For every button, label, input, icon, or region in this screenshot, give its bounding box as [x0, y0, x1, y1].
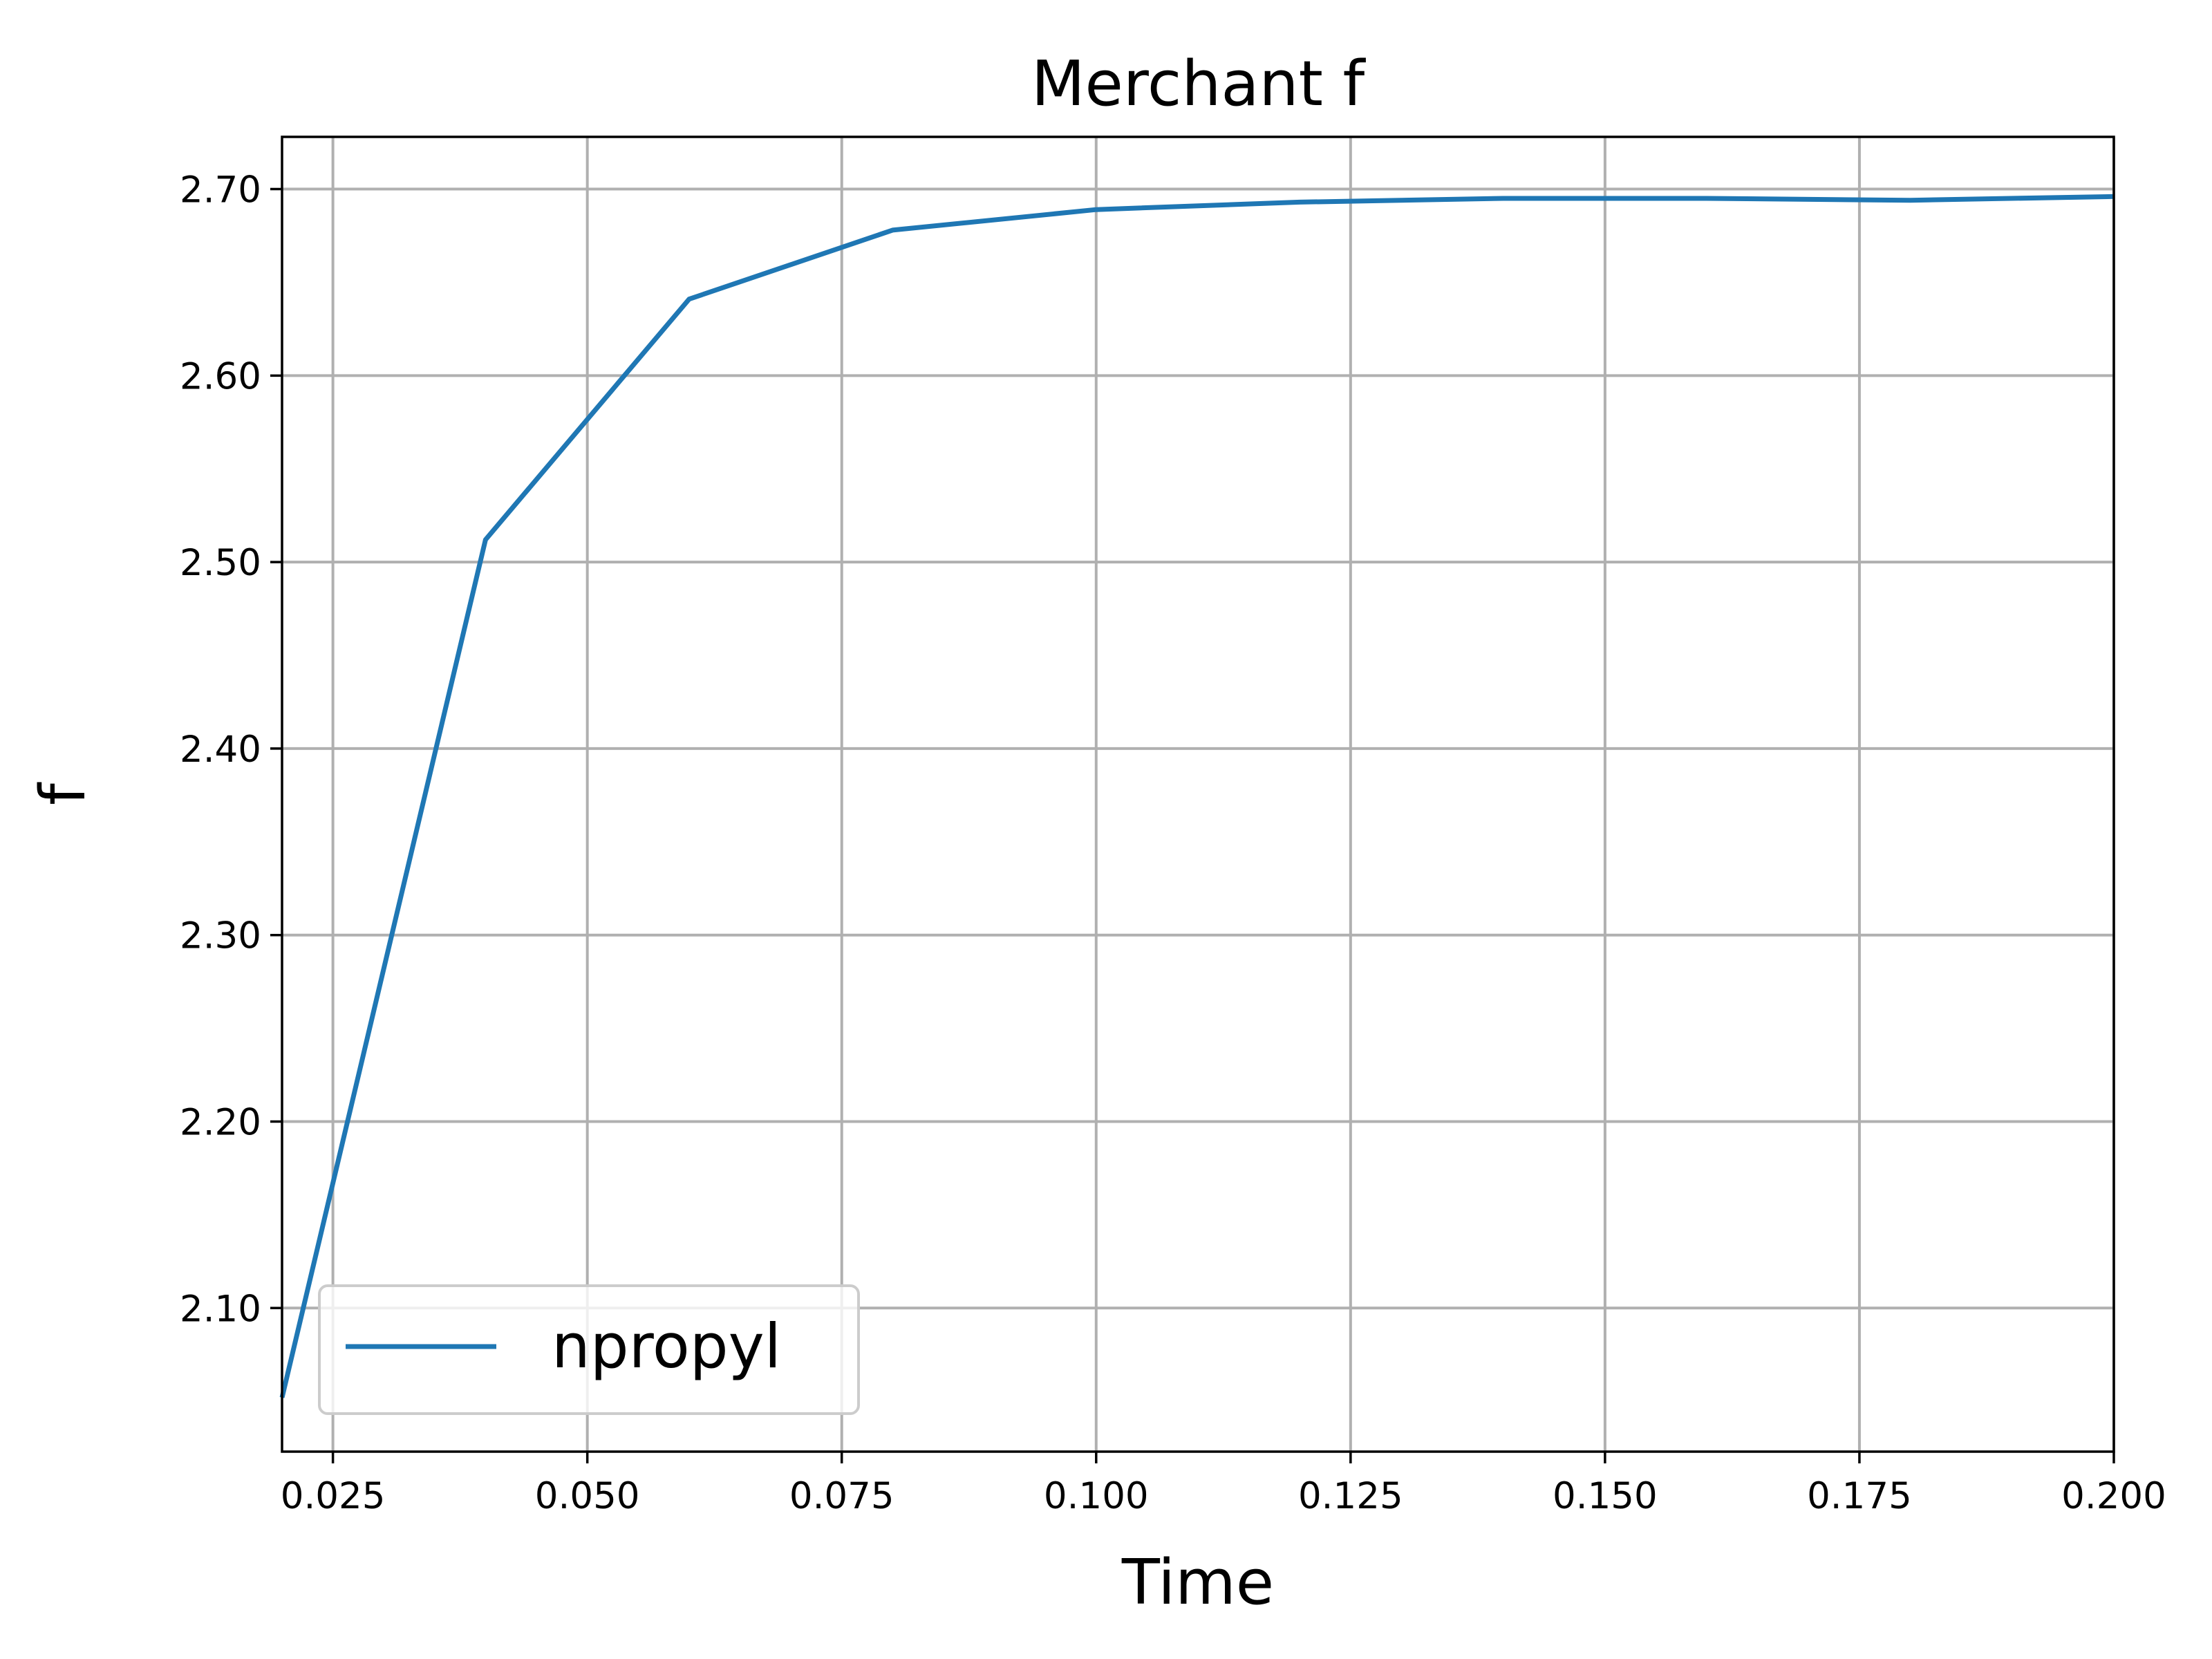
x-tick-label: 0.025: [281, 1475, 386, 1517]
x-tick-label: 0.075: [789, 1475, 894, 1517]
chart-title: Merchant f: [1031, 48, 1367, 120]
legend-box: [318, 1284, 860, 1415]
x-tick-label: 0.175: [1807, 1475, 1912, 1517]
x-tick-label: 0.050: [535, 1475, 640, 1517]
x-tick-label: 0.200: [2061, 1475, 2166, 1517]
x-tick-label: 0.150: [1553, 1475, 1658, 1517]
plot-frame: [281, 135, 2115, 1453]
ticks: 0.025 0.050 0.075 0.100 0.125 0.150 0.175 0.200…: [180, 169, 2166, 1517]
x-axis-title: Time: [1121, 1546, 1274, 1619]
series-layer: [279, 194, 2115, 1398]
y-tick-label: 2.30: [180, 915, 261, 957]
x-tick-label: 0.125: [1298, 1475, 1403, 1517]
y-tick-label: 2.10: [180, 1288, 261, 1330]
y-tick-label: 2.20: [180, 1101, 261, 1143]
y-axis-title: f: [27, 782, 100, 805]
y-tick-label: 2.60: [180, 355, 261, 397]
y-tick-label: 2.50: [180, 542, 261, 584]
x-tick-label: 0.100: [1044, 1475, 1149, 1517]
y-tick-label: 2.70: [180, 169, 261, 212]
legend: npropyl: [318, 1284, 860, 1415]
y-tick-label: 2.40: [180, 729, 261, 771]
series-line-npropyl: [279, 194, 2115, 1398]
legend-label-npropyl: npropyl: [552, 1311, 781, 1382]
